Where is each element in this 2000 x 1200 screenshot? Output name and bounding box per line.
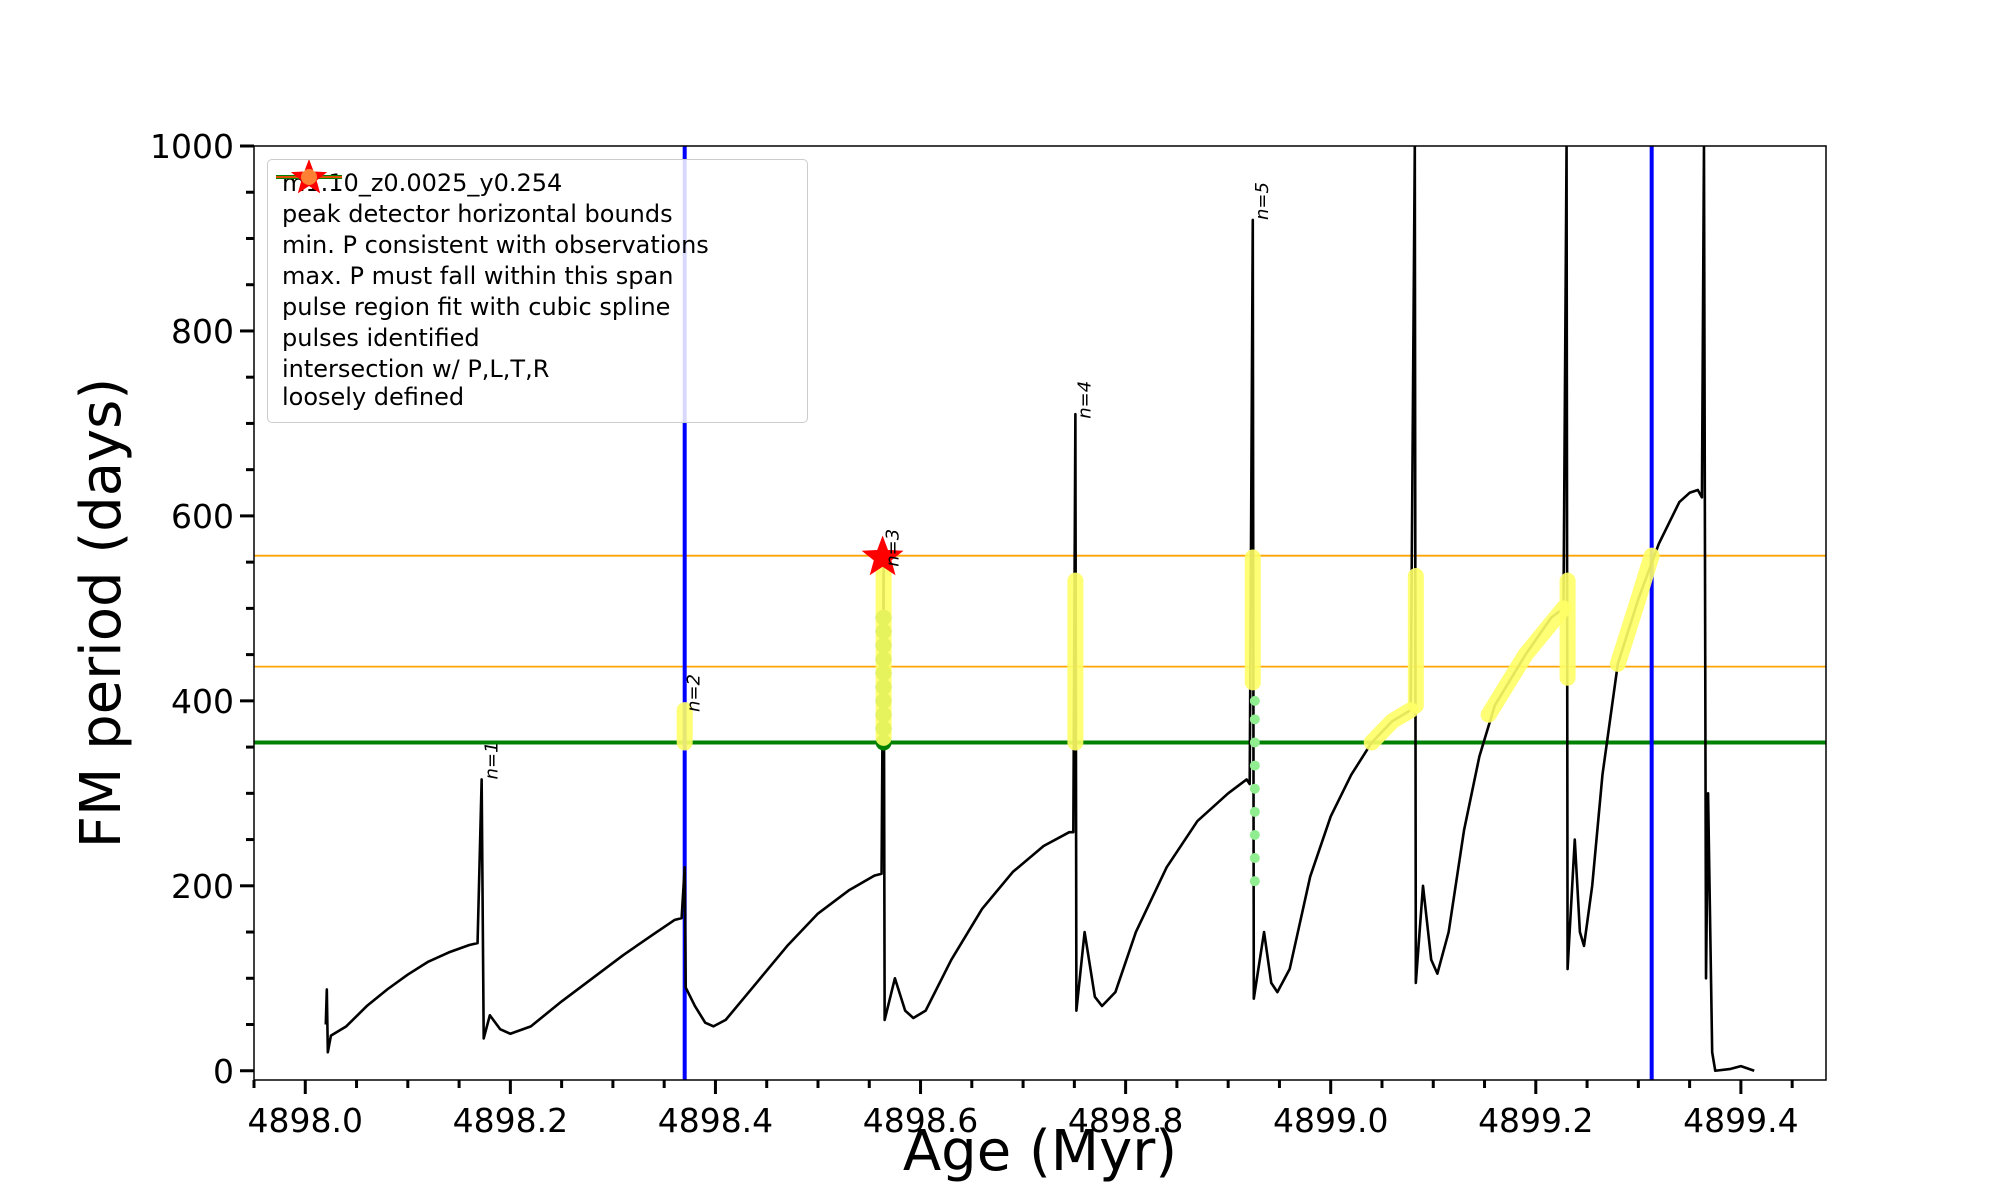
x-tick-label: 4898.4 (658, 1101, 773, 1140)
legend-label: pulse region fit with cubic spline (282, 293, 671, 321)
plot-area (254, 146, 1826, 1080)
scatter-point (1249, 695, 1260, 706)
intersection-band (1363, 702, 1419, 751)
axes-frame (253, 145, 1827, 1081)
y-tick-label: 600 (171, 497, 234, 536)
legend-label: peak detector horizontal bounds (282, 200, 673, 228)
intersection-band (1480, 600, 1572, 723)
legend-label: pulses identified (282, 324, 480, 352)
y-axis-label: FM period (days) (69, 378, 134, 848)
annotation: n=1 (482, 742, 503, 780)
legend-entry: max. P must fall within this span (268, 176, 807, 290)
y-tick-label: 0 (213, 1052, 234, 1091)
legend-label: m1.10_z0.0025_y0.254 (282, 169, 563, 197)
pulse-star (861, 535, 904, 576)
x-tick-label: 4899.2 (1478, 1101, 1593, 1140)
x-tick-label: 4899.0 (1273, 1101, 1388, 1140)
y-tick-label: 400 (171, 682, 234, 721)
axes: 4898.0 4898.2 4898.4 4898.6 4898.8 4899.0 4899… (150, 127, 1799, 1140)
scatter-point (1249, 714, 1260, 725)
scatter-point (1249, 760, 1260, 771)
x-axis-label: Age (Myr) (903, 1119, 1177, 1184)
legend-entry: pulses identified (268, 160, 807, 352)
data-line (324, 146, 1755, 1073)
legend-symbol (301, 169, 317, 185)
legend-entry: pulse region fit with cubic spline (268, 173, 807, 321)
annotation: n=5 (1252, 182, 1273, 220)
legend-label: max. P must fall within this span (282, 262, 674, 290)
legend-entry: intersection w/ P,L,T,R loosely defined (268, 169, 807, 411)
y-tick-label: 1000 (150, 127, 234, 166)
legend-entry: peak detector horizontal bounds (268, 175, 807, 228)
annotation: n=3 (883, 529, 904, 567)
y-tick-label: 800 (171, 312, 234, 351)
legend-dot (301, 169, 317, 185)
legend-label: intersection w/ P,L,T,R loosely defined (282, 355, 550, 411)
scatter-point (1249, 783, 1260, 794)
annotation: n=2 (684, 674, 705, 712)
scatter-point (1249, 806, 1260, 817)
x-tick-label: 4898.2 (453, 1101, 568, 1140)
x-tick-label: 4898.8 (1068, 1101, 1183, 1140)
legend-entry: min. P consistent with observations (268, 175, 807, 259)
annotation: n=4 (1074, 381, 1095, 419)
scatter-point (1249, 737, 1260, 748)
scatter-point (1249, 853, 1260, 864)
intersection-band (1609, 547, 1660, 672)
legend-entry: m1.10_z0.0025_y0.254 (268, 169, 807, 197)
scatter-point (1249, 829, 1260, 840)
x-tick-label: 4898.0 (248, 1101, 363, 1140)
x-tick-label: 4899.4 (1683, 1101, 1798, 1140)
x-tick-label: 4898.6 (863, 1101, 978, 1140)
scatter-point (1249, 876, 1260, 887)
legend-label: min. P consistent with observations (282, 231, 709, 259)
y-tick-label: 200 (171, 867, 234, 906)
